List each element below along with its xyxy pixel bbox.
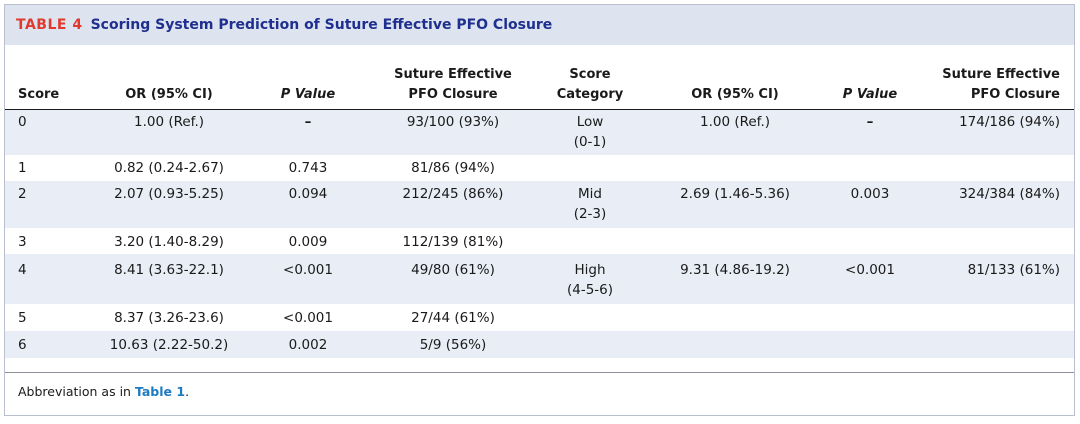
table-row: 3 3.20 (1.40-8.29) 0.009 112/139 (81%)	[5, 228, 1074, 254]
table-title-bar: TABLE 4 Scoring System Prediction of Sut…	[5, 5, 1074, 45]
cell-score: 5	[18, 310, 27, 326]
cell-score: 4	[18, 262, 27, 278]
cell-closure: 112/139 (81%)	[402, 234, 504, 250]
cell-score: 3	[18, 234, 27, 250]
cell-p: 0.094	[288, 186, 328, 202]
cell-or: 8.37 (3.26-23.6)	[114, 310, 224, 326]
cell-p: –	[304, 114, 312, 130]
table-footnote: Abbreviation as in Table 1.	[18, 384, 189, 399]
cell-closure: 212/245 (86%)	[402, 186, 504, 202]
cell-p: 0.002	[288, 337, 328, 353]
cell-closure-2: 174/186 (94%)	[959, 114, 1060, 130]
cell-category: High (4-5-6)	[566, 262, 614, 298]
cell-closure: 5/9 (56%)	[419, 337, 487, 353]
table-header: Score OR (95% CI) P Value Suture Effecti…	[5, 45, 1074, 110]
cell-or: 2.07 (0.93-5.25)	[114, 186, 224, 202]
cell-closure-2: 324/384 (84%)	[959, 186, 1060, 202]
cell-or: 0.82 (0.24-2.67)	[114, 160, 224, 176]
cell-closure: 93/100 (93%)	[406, 114, 500, 130]
table-row: 0 1.00 (Ref.) – 93/100 (93%) Low (0-1) 1.…	[5, 110, 1074, 155]
cell-score: 2	[18, 186, 27, 202]
cell-score: 1	[18, 160, 27, 176]
footer-divider	[5, 372, 1074, 373]
cell-or-2: 2.69 (1.46-5.36)	[680, 186, 790, 202]
cell-or-2: 1.00 (Ref.)	[699, 114, 771, 130]
header-suture-closure: Suture Effective PFO Closure	[394, 67, 512, 102]
table-title: Scoring System Prediction of Suture Effe…	[90, 17, 553, 33]
table-row: 4 8.41 (3.63-22.1) <0.001 49/80 (61%) Hi…	[5, 254, 1074, 304]
cell-score: 6	[18, 337, 27, 353]
cell-or: 10.63 (2.22-50.2)	[109, 337, 229, 353]
cell-score: 0	[18, 114, 27, 130]
cell-category: Mid (2-3)	[573, 186, 607, 222]
cell-p: 0.009	[288, 234, 328, 250]
cell-or: 1.00 (Ref.)	[133, 114, 205, 130]
table-container: TABLE 4 Scoring System Prediction of Sut…	[4, 4, 1075, 416]
header-score: Score	[18, 87, 60, 102]
footnote-end: .	[185, 384, 190, 399]
cell-p-2: –	[866, 114, 874, 130]
header-p-value: P Value	[280, 87, 336, 102]
table-1-link[interactable]: Table 1	[134, 384, 186, 399]
table-row: 5 8.37 (3.26-23.6) <0.001 27/44 (61%)	[5, 304, 1074, 331]
header-suture-closure-2: Suture Effective PFO Closure	[942, 67, 1060, 102]
header-or-ci: OR (95% CI)	[125, 87, 213, 102]
cell-closure: 27/44 (61%)	[411, 310, 495, 326]
header-p-value-2: P Value	[842, 87, 898, 102]
footnote-text: Abbreviation as in	[18, 384, 135, 399]
table-row: 2 2.07 (0.93-5.25) 0.094 212/245 (86%) M…	[5, 181, 1074, 228]
cell-or-2: 9.31 (4.86-19.2)	[680, 262, 790, 278]
cell-p-2: 0.003	[850, 186, 890, 202]
cell-category: Low (0-1)	[573, 114, 607, 150]
cell-p-2: <0.001	[845, 262, 895, 278]
cell-p: <0.001	[283, 262, 333, 278]
cell-closure-2: 81/133 (61%)	[967, 262, 1060, 278]
cell-or: 3.20 (1.40-8.29)	[114, 234, 224, 250]
cell-p: 0.743	[288, 160, 328, 176]
table-row: 6 10.63 (2.22-50.2) 0.002 5/9 (56%)	[5, 331, 1074, 358]
table-label: TABLE 4	[16, 17, 83, 33]
cell-p: <0.001	[283, 310, 333, 326]
cell-closure: 49/80 (61%)	[411, 262, 495, 278]
cell-or: 8.41 (3.63-22.1)	[114, 262, 224, 278]
header-or-ci-2: OR (95% CI)	[691, 87, 779, 102]
header-score-category: Score Category	[556, 67, 624, 102]
table-row: 1 0.82 (0.24-2.67) 0.743 81/86 (94%)	[5, 155, 1074, 181]
cell-closure: 81/86 (94%)	[411, 160, 495, 176]
